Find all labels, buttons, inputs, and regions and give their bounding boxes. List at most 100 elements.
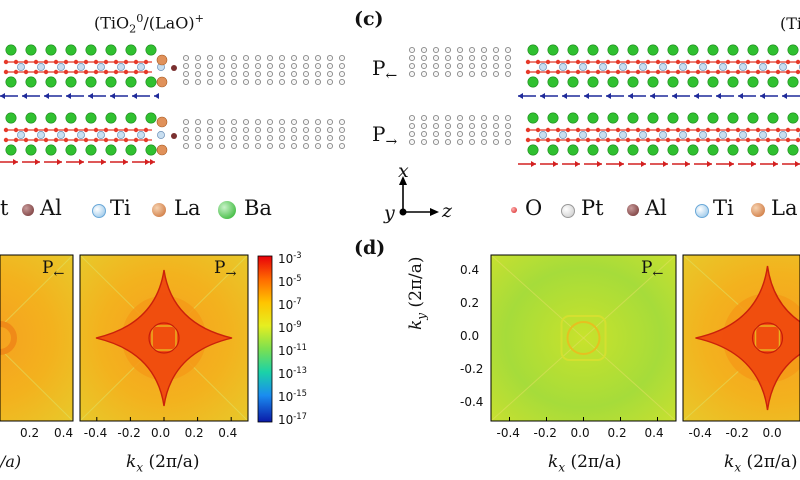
legend-al-swatch <box>22 204 34 216</box>
ba-atom <box>647 144 659 156</box>
o-atom <box>535 59 541 65</box>
pt-atom <box>326 126 334 134</box>
pt-atom <box>206 118 214 126</box>
ba-atom <box>687 76 699 88</box>
o-atom <box>675 59 681 65</box>
ba-atom <box>767 76 779 88</box>
o-atom <box>625 127 631 133</box>
ti-atom <box>659 63 667 71</box>
pt-atom <box>314 126 322 134</box>
pt-atom <box>492 70 500 78</box>
pt-atom <box>182 126 190 134</box>
pt-atom <box>182 62 190 70</box>
o-atom <box>113 137 119 143</box>
pt-atom <box>242 142 250 150</box>
pt-atom <box>468 138 476 146</box>
polar-arrow-head <box>132 93 137 99</box>
pt-atom <box>408 122 416 130</box>
o-atom <box>143 127 149 133</box>
o-atom <box>53 69 59 75</box>
pt-atom <box>504 138 512 146</box>
pt-atom <box>278 126 286 134</box>
ti-atom <box>137 131 145 139</box>
pt-atom <box>302 142 310 150</box>
ba-atom <box>567 144 579 156</box>
ti-atom <box>619 63 627 71</box>
o-atom <box>735 69 741 75</box>
pt-atom <box>444 138 452 146</box>
o-atom <box>605 59 611 65</box>
o-atom <box>595 69 601 75</box>
k-map <box>0 255 73 421</box>
o-atom <box>33 69 39 75</box>
o-atom <box>63 59 69 65</box>
pt-atom <box>326 142 334 150</box>
pt-atom <box>218 70 226 78</box>
pt-atom <box>408 62 416 70</box>
ba-atom <box>145 76 157 88</box>
o-atom <box>795 127 800 133</box>
polar-arrow-head <box>694 93 699 99</box>
o-atom <box>595 137 601 143</box>
ba-atom <box>547 76 559 88</box>
pt-atom <box>480 62 488 70</box>
o-atom <box>705 59 711 65</box>
ba-atom <box>667 44 679 56</box>
o-atom <box>625 59 631 65</box>
o-atom <box>103 137 109 143</box>
o-atom <box>103 69 109 75</box>
o-atom <box>585 59 591 65</box>
o-atom <box>605 127 611 133</box>
ba-atom <box>5 44 17 56</box>
pt-atom <box>302 54 310 62</box>
ti-atom <box>639 63 647 71</box>
ba-atom <box>567 112 579 124</box>
pt-atom <box>420 130 428 138</box>
o-atom <box>555 127 561 133</box>
pt-atom <box>218 78 226 86</box>
pt-atom <box>444 122 452 130</box>
ba-atom <box>567 44 579 56</box>
legend-pt-swatch <box>561 204 575 218</box>
ba-atom <box>65 112 77 124</box>
ti-atom <box>57 131 65 139</box>
o-atom <box>765 69 771 75</box>
legend-left-item-3: La <box>174 196 201 220</box>
ba-atom <box>567 76 579 88</box>
o-atom <box>715 69 721 75</box>
o-atom <box>685 69 691 75</box>
o-atom <box>113 127 119 133</box>
o-atom <box>43 59 49 65</box>
polar-arrow-head <box>575 161 580 167</box>
o-atom <box>23 127 29 133</box>
o-atom <box>665 69 671 75</box>
o-atom <box>645 59 651 65</box>
o-atom <box>13 137 19 143</box>
pt-atom <box>338 78 346 86</box>
legend-right-item-2: Al <box>645 196 667 220</box>
o-atom <box>615 127 621 133</box>
ti-atom <box>779 63 787 71</box>
axes-triad <box>399 176 439 216</box>
o-atom <box>585 69 591 75</box>
ba-atom <box>105 144 117 156</box>
pt-atom <box>468 114 476 122</box>
pt-atom <box>242 126 250 134</box>
ba-atom <box>747 144 759 156</box>
map4-xtick-label: -0.2 <box>725 426 749 440</box>
o-atom <box>53 137 59 143</box>
pt-atom <box>254 78 262 86</box>
pt-atom <box>266 70 274 78</box>
o-atom <box>735 137 741 143</box>
polar-arrow-head <box>751 161 756 167</box>
o-atom <box>73 59 79 65</box>
ti-atom <box>97 63 105 71</box>
o-atom <box>93 137 99 143</box>
ti-atom <box>779 131 787 139</box>
axis-y-label: y <box>384 202 395 224</box>
o-atom <box>645 69 651 75</box>
o-atom <box>735 59 741 65</box>
ba-atom <box>85 112 97 124</box>
o-atom <box>535 127 541 133</box>
legend-right: O Pt Al Ti La <box>505 196 800 224</box>
